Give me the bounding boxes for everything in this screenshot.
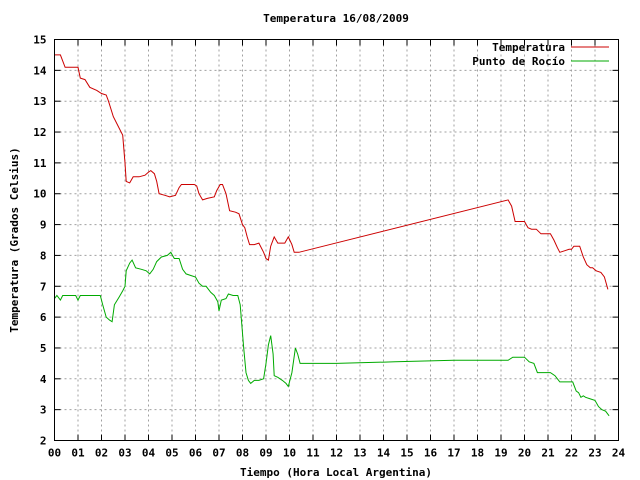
x-tick-label: 23 bbox=[588, 447, 601, 460]
y-tick-label: 15 bbox=[33, 34, 46, 47]
y-axis-label: Temperatura (Grados Celsius) bbox=[8, 147, 21, 332]
series-line-punto-de-rocio bbox=[54, 251, 610, 417]
x-tick-label: 22 bbox=[565, 447, 578, 460]
y-tick-label: 6 bbox=[40, 311, 47, 324]
x-tick-label: 21 bbox=[541, 447, 555, 460]
series-layer bbox=[54, 54, 610, 417]
y-tick-label: 10 bbox=[33, 188, 46, 201]
y-tick-label: 3 bbox=[40, 404, 47, 417]
x-tick-label: 12 bbox=[330, 447, 343, 460]
x-tick-label: 19 bbox=[494, 447, 507, 460]
x-tick-label: 02 bbox=[95, 447, 108, 460]
x-tick-label: 07 bbox=[212, 447, 225, 460]
x-tick-label: 10 bbox=[283, 447, 296, 460]
x-tick-label: 06 bbox=[189, 447, 203, 460]
axis-ticks bbox=[54, 39, 619, 441]
x-tick-label: 09 bbox=[259, 447, 272, 460]
x-axis-label: Tiempo (Hora Local Argentina) bbox=[240, 466, 432, 479]
y-tick-labels: 2 3 4 5 6 7 8 9 10 11 12 13 14 15 bbox=[33, 34, 47, 448]
x-tick-label: 00 bbox=[48, 447, 61, 460]
chart-title: Temperatura 16/08/2009 bbox=[263, 12, 409, 25]
series-line-temperatura bbox=[54, 54, 609, 290]
x-tick-label: 01 bbox=[71, 447, 85, 460]
legend-label: Temperatura bbox=[492, 41, 565, 54]
x-tick-label: 11 bbox=[306, 447, 320, 460]
y-tick-label: 7 bbox=[40, 280, 47, 293]
x-tick-label: 20 bbox=[518, 447, 531, 460]
y-tick-label: 2 bbox=[40, 435, 47, 448]
x-tick-label: 14 bbox=[377, 447, 391, 460]
grid-lines bbox=[54, 39, 619, 441]
y-tick-label: 4 bbox=[40, 373, 47, 386]
x-tick-label: 15 bbox=[400, 447, 413, 460]
x-tick-label: 08 bbox=[236, 447, 249, 460]
y-tick-label: 11 bbox=[33, 157, 47, 170]
x-tick-label: 17 bbox=[447, 447, 460, 460]
x-tick-labels: 00 01 02 03 04 05 06 07 08 09 10 11 12 13 14 15 16 17 18 19… bbox=[48, 447, 626, 460]
x-tick-label: 18 bbox=[471, 447, 484, 460]
y-tick-label: 8 bbox=[40, 249, 47, 262]
y-tick-label: 5 bbox=[40, 342, 47, 355]
x-tick-label: 24 bbox=[612, 447, 626, 460]
y-tick-label: 13 bbox=[33, 95, 46, 108]
x-tick-label: 13 bbox=[353, 447, 366, 460]
x-tick-label: 03 bbox=[118, 447, 131, 460]
x-tick-label: 05 bbox=[165, 447, 178, 460]
x-tick-label: 16 bbox=[424, 447, 438, 460]
y-tick-label: 9 bbox=[40, 219, 47, 232]
y-tick-label: 14 bbox=[33, 64, 47, 77]
plot-frame bbox=[54, 39, 619, 441]
x-tick-label: 04 bbox=[142, 447, 156, 460]
y-tick-label: 12 bbox=[33, 126, 46, 139]
legend-label: Punto de Rocío bbox=[472, 55, 565, 68]
